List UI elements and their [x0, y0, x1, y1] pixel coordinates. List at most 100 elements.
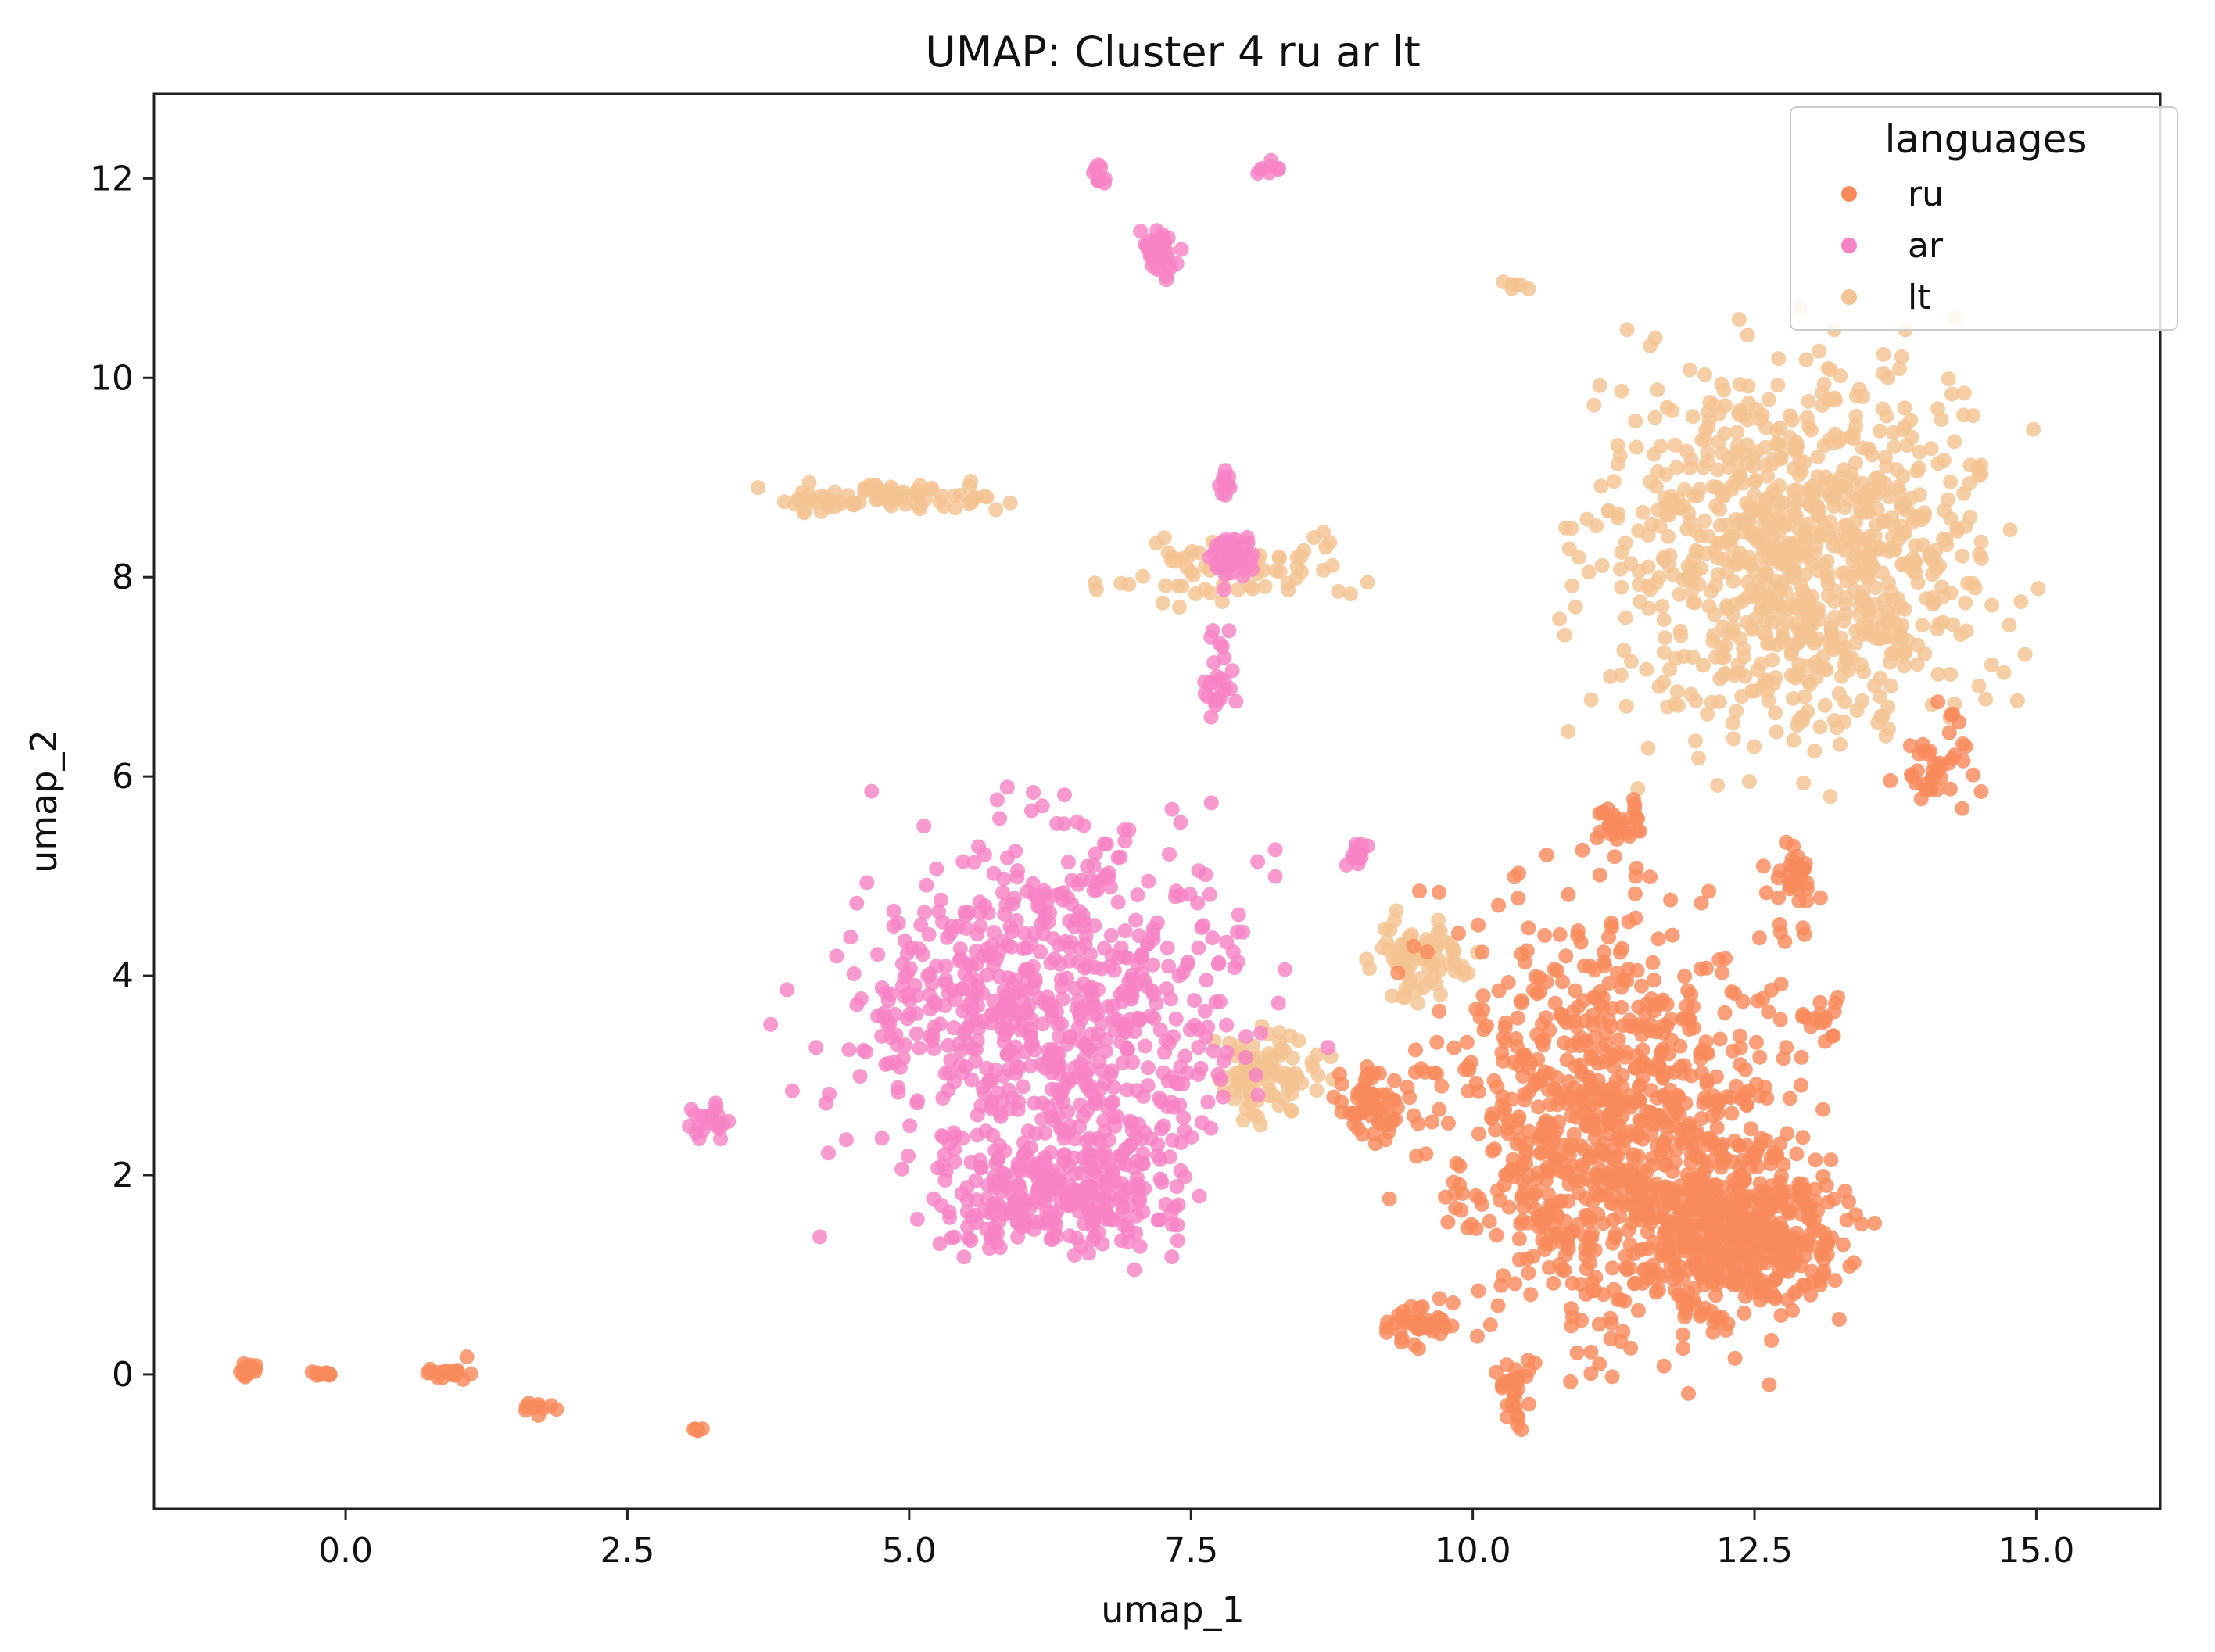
scatter-point-lt — [1342, 586, 1358, 602]
scatter-point-ru — [1704, 1108, 1720, 1123]
scatter-point-ar — [1128, 912, 1144, 928]
scatter-point-lt — [1926, 595, 1941, 610]
scatter-point-ru — [1547, 962, 1562, 977]
scatter-point-ar — [1109, 1012, 1125, 1027]
scatter-point-ru — [1708, 1288, 1723, 1303]
scatter-point-ru — [1453, 1202, 1469, 1218]
scatter-point-lt — [1899, 438, 1915, 453]
scatter-point-ru — [1586, 1017, 1601, 1033]
scatter-point-ru — [1476, 1022, 1492, 1037]
scatter-point-ar — [1026, 785, 1041, 800]
scatter-point-lt — [1826, 435, 1842, 450]
x-tick-label: 0.0 — [318, 1531, 373, 1571]
scatter-point-lt — [1581, 564, 1597, 580]
scatter-point-lt — [1771, 494, 1786, 510]
scatter-point-lt — [1907, 511, 1923, 526]
scatter-point-ar — [966, 855, 982, 870]
scatter-point-lt — [1876, 346, 1891, 362]
scatter-point-ar — [1133, 224, 1149, 239]
scatter-point-ar — [894, 1161, 910, 1177]
scatter-point-ru — [1491, 898, 1507, 913]
scatter-point-lt — [1725, 715, 1740, 731]
scatter-point-ar — [1161, 959, 1176, 974]
scatter-point-ar — [991, 944, 1007, 959]
scatter-point-ru — [518, 1403, 533, 1418]
scatter-point-ru — [1758, 885, 1774, 901]
scatter-point-ru — [1782, 874, 1797, 890]
scatter-point-lt — [1984, 597, 2000, 613]
scatter-point-lt — [1896, 499, 1912, 514]
scatter-point-ru — [1655, 1041, 1671, 1057]
scatter-point-ru — [1930, 694, 1946, 710]
scatter-point-ar — [1056, 816, 1072, 832]
scatter-point-lt — [1786, 733, 1801, 748]
scatter-point-ar — [1224, 565, 1238, 581]
scatter-point-ru — [1677, 969, 1693, 984]
scatter-point-lt — [1891, 482, 1907, 498]
scatter-point-ru — [1517, 1047, 1532, 1063]
scatter-point-ru — [1655, 992, 1671, 1008]
scatter-point-ar — [1179, 1065, 1195, 1080]
scatter-point-ar — [1248, 1067, 1263, 1083]
scatter-point-ru — [1694, 895, 1709, 911]
scatter-point-ru — [1510, 1010, 1525, 1026]
scatter-point-ar — [891, 1080, 906, 1095]
scatter-point-ru — [1506, 1386, 1521, 1402]
legend-label-lt: lt — [1908, 278, 1930, 317]
scatter-point-ru — [1475, 944, 1490, 960]
scatter-point-ar — [1253, 1025, 1268, 1041]
scatter-point-ru — [1973, 784, 1989, 799]
scatter-point-ru — [1597, 958, 1613, 973]
scatter-point-lt — [1589, 518, 1604, 534]
scatter-point-lt — [1956, 385, 1972, 401]
scatter-point-ar — [1110, 894, 1126, 910]
scatter-point-ar — [1119, 1082, 1134, 1098]
series-ar — [682, 152, 1375, 1278]
scatter-point-ar — [1002, 1206, 1018, 1221]
scatter-point-lt — [1820, 588, 1836, 604]
scatter-point-lt — [2026, 421, 2041, 437]
scatter-point-ar — [986, 1195, 1002, 1211]
scatter-point-ru — [1558, 948, 1574, 964]
scatter-point-ru — [1406, 938, 1421, 954]
scatter-point-ru — [1554, 1006, 1569, 1022]
scatter-point-lt — [1748, 472, 1764, 488]
scatter-point-lt — [1697, 367, 1712, 382]
scatter-point-ru — [1576, 1142, 1592, 1158]
scatter-point-lt — [1704, 694, 1719, 710]
scatter-point-ar — [938, 959, 954, 974]
scatter-point-ru — [1725, 1216, 1740, 1231]
scatter-point-ru — [1521, 1363, 1536, 1378]
scatter-point-ru — [1630, 1126, 1646, 1141]
scatter-point-lt — [1280, 575, 1296, 591]
scatter-point-lt — [1726, 607, 1741, 623]
scatter-point-ar — [1059, 890, 1075, 905]
scatter-point-ar — [1038, 1125, 1053, 1141]
scatter-point-ru — [1744, 1265, 1760, 1281]
scatter-point-ru — [1725, 1043, 1740, 1059]
scatter-point-ar — [940, 930, 955, 945]
scatter-point-lt — [1650, 382, 1665, 398]
scatter-point-lt — [1814, 385, 1830, 401]
scatter-point-lt — [1682, 460, 1697, 476]
scatter-point-ru — [1547, 995, 1563, 1011]
scatter-point-ar — [1267, 842, 1283, 858]
y-tick-label: 4 — [112, 956, 134, 996]
scatter-point-ru — [1631, 1091, 1647, 1107]
scatter-point-ar — [1131, 1181, 1146, 1196]
scatter-point-lt — [1768, 705, 1783, 721]
scatter-point-lt — [1807, 545, 1823, 561]
scatter-point-lt — [1754, 656, 1769, 672]
scatter-point-ar — [1027, 1042, 1043, 1058]
scatter-point-ru — [1511, 1113, 1526, 1128]
scatter-point-ar — [1360, 838, 1375, 854]
scatter-point-lt — [1943, 474, 1959, 489]
scatter-point-lt — [1457, 967, 1472, 983]
scatter-point-ar — [920, 968, 936, 984]
y-tick-label: 0 — [112, 1355, 134, 1395]
scatter-point-ar — [941, 1136, 957, 1152]
scatter-point-ar — [1157, 1045, 1173, 1060]
scatter-point-ar — [1059, 1192, 1074, 1207]
scatter-point-lt — [1610, 438, 1625, 453]
scatter-point-lt — [1644, 516, 1660, 532]
